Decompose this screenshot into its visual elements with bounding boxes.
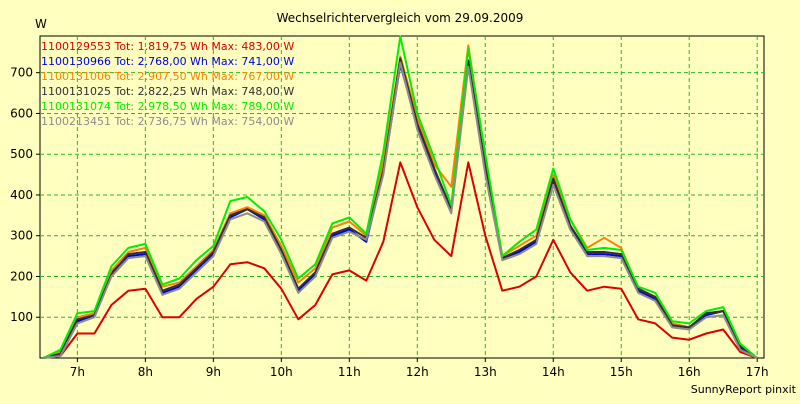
series-line-1100129553 — [43, 161, 758, 359]
x-tick-label: 13h — [474, 365, 497, 379]
y-axis-label: W — [35, 17, 47, 31]
series-layer — [42, 35, 758, 359]
series-line-1100131025 — [43, 57, 758, 359]
footer-label: SunnyReport pinxit — [691, 383, 797, 396]
x-tick-label: 12h — [406, 365, 429, 379]
x-tick-label: 7h — [70, 365, 85, 379]
y-tick-label: 700 — [10, 66, 33, 80]
legend-entry-1100129553: 1100129553 Tot: 1.819,75 Wh Max: 483,00 … — [41, 40, 294, 53]
y-tick-label: 200 — [10, 269, 33, 283]
x-tick-label: 16h — [678, 365, 701, 379]
chart-title: Wechselrichtervergleich vom 29.09.2009 — [277, 11, 524, 25]
y-tick-label: 300 — [10, 229, 33, 243]
x-tick-label: 10h — [270, 365, 293, 379]
x-tick-label: 15h — [610, 365, 633, 379]
x-tick-label: 9h — [206, 365, 221, 379]
y-tick-label: 600 — [10, 106, 33, 120]
grid-layer — [40, 36, 764, 358]
x-tick-label: 8h — [138, 365, 153, 379]
x-tick-label: 11h — [338, 365, 361, 379]
legend-entry-1100131074: 1100131074 Tot: 2.978,50 Wh Max: 789,00 … — [41, 100, 294, 113]
series-line-1100213451 — [43, 61, 758, 359]
legend-entry-1100130966: 1100130966 Tot: 2.768,00 Wh Max: 741,00 … — [41, 55, 294, 68]
y-tick-label: 500 — [10, 147, 33, 161]
y-tick-label: 100 — [10, 310, 33, 324]
x-tick-label: 14h — [542, 365, 565, 379]
legend: 1100129553 Tot: 1.819,75 Wh Max: 483,00 … — [41, 40, 294, 128]
plot-frame — [39, 35, 765, 359]
series-line-1100131074 — [42, 35, 758, 359]
x-tick-label: 17h — [746, 365, 769, 379]
legend-entry-1100131006: 1100131006 Tot: 2.907,50 Wh Max: 767,00 … — [41, 70, 294, 83]
y-tick-label: 400 — [10, 188, 33, 202]
axis-layer: 100 200 300 400 500 600 700 7h 8h 9h 10h 11h 12h 13h 1… — [10, 66, 769, 379]
legend-entry-1100213451: 1100213451 Tot: 2.736,75 Wh Max: 754,00 … — [41, 115, 294, 128]
legend-entry-1100131025: 1100131025 Tot: 2.822,25 Wh Max: 748,00 … — [41, 85, 294, 98]
